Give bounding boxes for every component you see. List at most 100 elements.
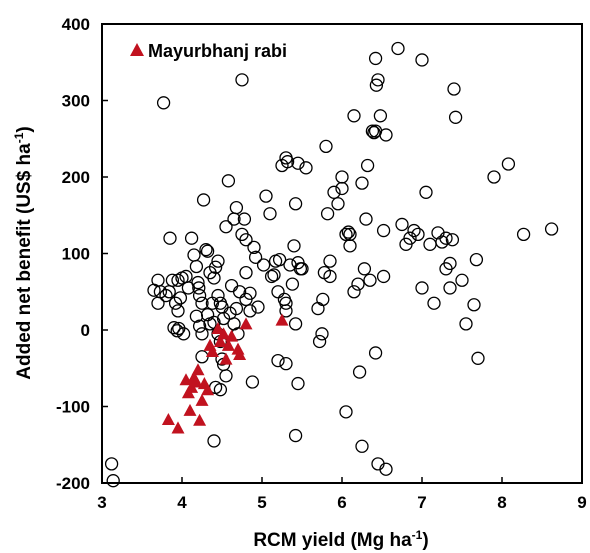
data-point-circle	[455, 273, 469, 287]
x-tick-label: 5	[257, 493, 266, 512]
data-point-circle	[339, 227, 353, 242]
data-point-circle	[271, 353, 285, 368]
data-point-triangle	[201, 383, 215, 396]
data-point-circle	[373, 109, 388, 123]
data-point-circle	[487, 170, 501, 184]
data-point-triangle	[205, 344, 219, 357]
data-point-circle	[347, 109, 361, 123]
data-point-circle	[187, 248, 201, 262]
data-point-circle	[447, 82, 461, 96]
data-point-circle	[170, 324, 184, 338]
data-point-circle	[501, 157, 516, 171]
data-point-circle	[299, 161, 313, 175]
data-point-circle	[363, 273, 377, 287]
data-point-circle	[243, 286, 257, 300]
data-point-circle	[267, 268, 281, 282]
data-point-circle	[419, 185, 433, 199]
x-tick-label: 8	[497, 493, 506, 512]
data-point-circle	[280, 155, 295, 169]
data-point-circle	[104, 457, 119, 471]
data-point-circle	[165, 273, 180, 287]
data-point-circle	[264, 269, 279, 284]
data-point-circle	[327, 185, 341, 199]
data-point-circle	[379, 462, 393, 476]
data-point-triangle	[191, 363, 205, 376]
data-point-circle	[323, 269, 337, 284]
data-point-circle	[151, 273, 165, 287]
x-axis-title: RCM yield (Mg ha-1)	[253, 528, 428, 551]
data-point-circle	[315, 327, 329, 341]
data-point-circle	[467, 298, 481, 312]
data-point-circle	[316, 292, 330, 307]
data-point-circle	[211, 288, 225, 303]
data-point-circle	[237, 212, 252, 226]
data-point-circle	[355, 439, 369, 453]
data-point-circle	[219, 220, 233, 234]
data-point-circle	[311, 301, 325, 316]
data-point-circle	[335, 181, 349, 196]
data-point-circle	[195, 296, 209, 310]
data-point-circle	[544, 222, 559, 236]
data-point-triangle	[183, 403, 197, 416]
data-point-circle	[245, 375, 260, 389]
data-point-triangle	[219, 352, 233, 365]
data-point-circle	[427, 296, 441, 310]
data-point-circle	[224, 278, 239, 293]
data-point-circle	[163, 231, 177, 245]
data-point-circle	[256, 258, 271, 272]
data-point-triangle	[225, 329, 239, 342]
data-point-circle	[471, 351, 485, 365]
data-point-circle	[184, 231, 199, 245]
x-axis-title-superscript: -1	[412, 528, 423, 542]
data-point-circle	[341, 225, 356, 239]
x-tick-label: 4	[177, 493, 187, 512]
data-point-triangle	[195, 393, 209, 406]
ticks-layer: 3 4 5 6 7 8 9 -200 -100 0 100 200 300 400	[56, 15, 587, 512]
data-point-circle	[343, 239, 357, 253]
data-point-circle	[443, 281, 457, 295]
data-point-circle	[156, 96, 171, 110]
data-point-circle	[448, 110, 463, 124]
data-point-circle	[279, 357, 293, 371]
data-point-circle	[272, 252, 287, 267]
data-point-circle	[207, 315, 221, 330]
y-tick-label: 100	[62, 245, 90, 264]
data-point-circle	[368, 51, 383, 66]
data-point-circle	[191, 275, 205, 290]
data-point-circle	[173, 291, 188, 305]
data-point-circle	[391, 41, 405, 56]
data-point-circle	[106, 474, 120, 488]
data-point-circle	[200, 244, 215, 258]
data-point-circle	[469, 252, 484, 267]
data-point-circle	[376, 223, 391, 238]
data-point-circle	[207, 271, 221, 285]
y-tick-label: -200	[56, 474, 90, 493]
legend: Mayurbhanj rabi	[130, 41, 287, 61]
data-point-circle	[229, 200, 244, 215]
data-point-circle	[376, 269, 391, 284]
legend-triangle-marker	[130, 43, 144, 56]
data-point-circle	[195, 327, 209, 341]
data-point-circle	[288, 197, 303, 211]
data-point-circle	[435, 235, 449, 249]
data-point-circle	[359, 212, 373, 226]
y-tick-label: 0	[81, 321, 90, 340]
x-tick-label: 7	[417, 493, 426, 512]
data-point-circle	[351, 277, 365, 291]
data-point-circle	[271, 285, 285, 299]
data-point-circle	[248, 250, 263, 264]
y-tick-label: 300	[62, 92, 90, 111]
data-point-circle	[159, 288, 173, 303]
data-point-circle	[291, 376, 305, 391]
data-point-circle	[369, 78, 384, 92]
data-point-circle	[423, 237, 437, 251]
data-point-circle	[415, 53, 429, 67]
y-tick-label: 200	[62, 168, 90, 187]
data-point-circle	[368, 346, 383, 360]
data-point-circle	[339, 405, 353, 419]
data-point-circle	[229, 301, 244, 316]
data-point-circle	[219, 369, 233, 383]
data-point-circle	[196, 193, 211, 207]
data-point-circle	[357, 262, 372, 276]
data-point-circle	[411, 227, 425, 242]
